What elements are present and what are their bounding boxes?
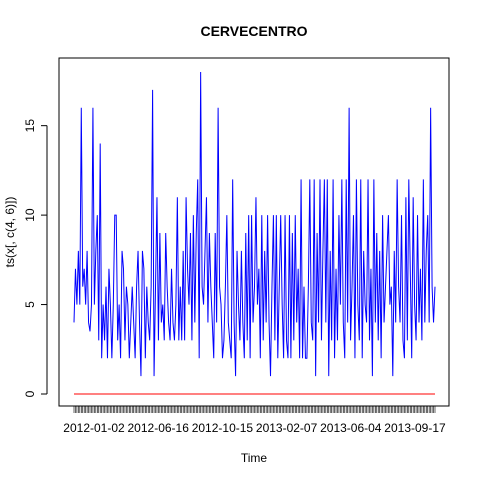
series-line-1 [73,71,436,377]
x-axis: 2012-01-02 2012-06-16 2012-10-15 2013-02-07… [63,405,446,435]
y-tick-label: 5 [23,301,37,308]
x-tick-label: 2013-02-07 [256,421,318,435]
x-tick-label: 2012-06-16 [128,421,190,435]
plot-frame [58,57,450,407]
chart-title: CERVECENTRO [200,23,307,39]
y-axis: 0 5 10 15 [23,119,48,397]
series-layer [73,71,436,395]
y-tick-label: 15 [23,119,37,133]
y-tick-label: 10 [23,208,37,222]
y-tick-label: 0 [23,390,37,397]
y-axis-label: ts(x[, c(4, 6)]) [3,197,17,268]
x-tick-label: 2013-09-17 [384,421,446,435]
x-axis-label: Time [241,451,268,465]
x-tick-label: 2012-10-15 [192,421,254,435]
x-tick-label: 2012-01-02 [63,421,125,435]
x-tick-label: 2013-06-04 [320,421,382,435]
